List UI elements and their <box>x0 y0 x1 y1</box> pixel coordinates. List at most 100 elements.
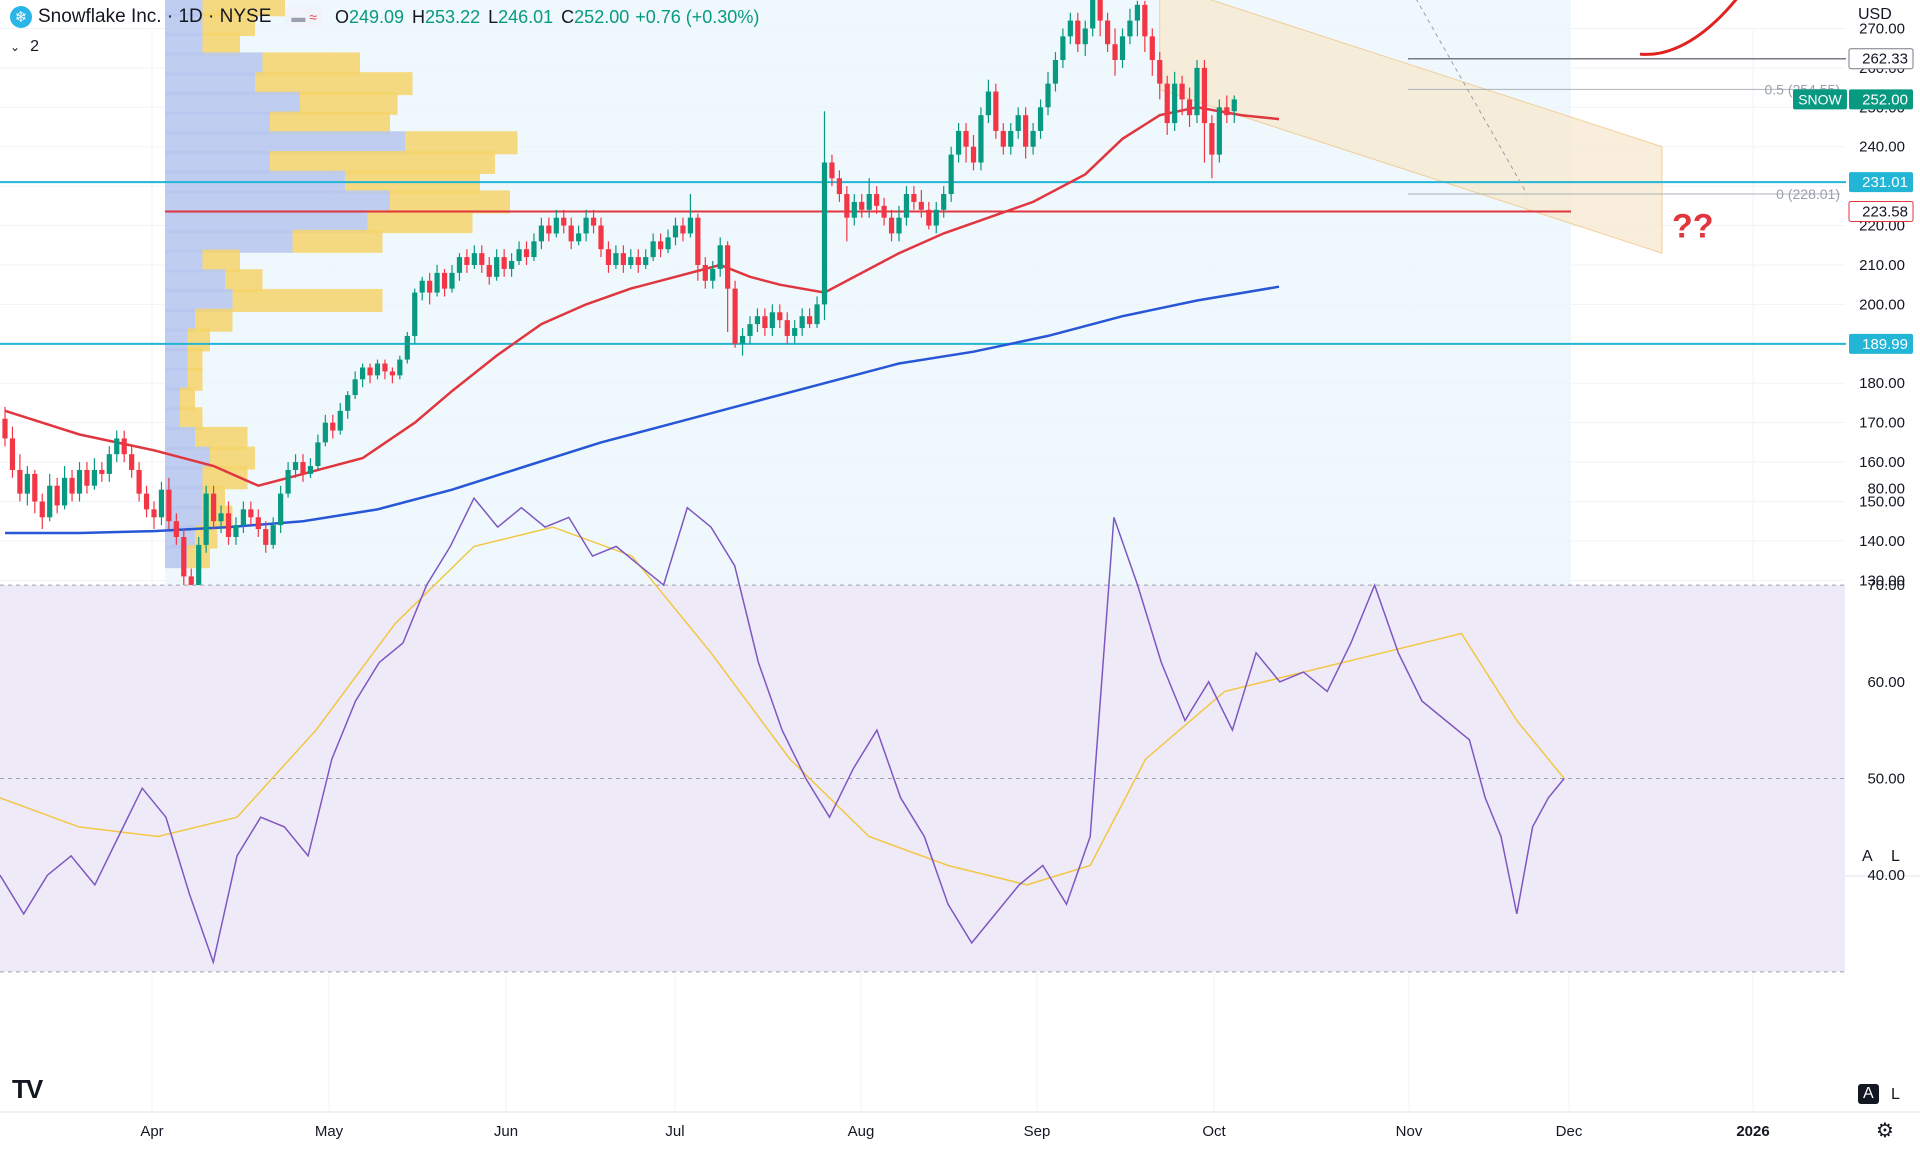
candle-body <box>1164 83 1170 124</box>
candle-body <box>523 249 530 258</box>
candle-body <box>1201 67 1208 124</box>
change-value: +0.76 (+0.30%) <box>635 6 760 27</box>
candle <box>1030 123 1036 155</box>
candle-body <box>680 225 686 234</box>
candle <box>851 194 857 226</box>
low-value: 246.01 <box>498 6 554 27</box>
volume-profile-up-bar <box>165 32 203 56</box>
time-tick-label: Jul <box>665 1123 684 1140</box>
symbol-title[interactable]: Snowflake Inc. · 1D · NYSE <box>38 6 272 27</box>
candle <box>687 194 693 238</box>
candle-body <box>1008 130 1014 147</box>
candle <box>84 462 90 494</box>
candle-body <box>911 194 917 202</box>
candle-body <box>1015 115 1021 131</box>
candle <box>121 430 127 463</box>
candle <box>1023 107 1029 159</box>
candle-body <box>374 363 381 376</box>
candle-body <box>836 178 842 195</box>
candle-body <box>143 493 150 510</box>
candle <box>658 233 664 258</box>
time-tick-label: Apr <box>140 1123 163 1140</box>
time-tick-label: Jun <box>494 1123 518 1140</box>
candle-body <box>404 335 410 360</box>
candle-body <box>419 280 425 293</box>
currency-label[interactable]: USD <box>1858 6 1892 23</box>
candle-body <box>1037 107 1044 131</box>
candle <box>1164 75 1170 135</box>
candle-body <box>114 438 120 455</box>
auto-scale-button[interactable]: A <box>1862 848 1873 865</box>
candle <box>859 194 865 218</box>
candle <box>1082 20 1088 57</box>
candle-body <box>248 509 254 518</box>
volume-profile-down-bar <box>300 91 398 115</box>
chevron-down-icon: ⌄ <box>10 40 21 54</box>
candle-body <box>762 316 768 329</box>
candle-body <box>702 264 708 281</box>
candle <box>732 280 738 348</box>
volume-profile-down-bar <box>202 0 285 17</box>
candle-body <box>427 280 433 293</box>
candle-body <box>181 536 187 577</box>
candle <box>1209 115 1215 179</box>
time-tick-label: Sep <box>1024 1123 1051 1140</box>
candle <box>114 430 120 463</box>
candle-body <box>158 489 165 518</box>
candle-body <box>970 146 977 163</box>
rsi-tick-label: 60.00 <box>1867 674 1905 691</box>
candle <box>382 359 388 380</box>
indicator-toggle[interactable]: ⌄ 2 <box>10 36 39 58</box>
candle <box>1105 12 1111 53</box>
candle-body <box>456 257 463 273</box>
rsi-auto-scale-button[interactable]: A <box>1858 1084 1879 1104</box>
candle <box>829 154 835 187</box>
candle <box>352 371 358 400</box>
candle-body <box>1179 83 1185 100</box>
volume-profile-down-bar <box>195 308 233 332</box>
candle <box>1134 0 1140 37</box>
candle <box>158 481 165 526</box>
candle <box>1231 95 1237 124</box>
log-scale-button[interactable]: L <box>1891 848 1900 865</box>
tradingview-logo[interactable]: TV <box>12 1074 43 1104</box>
close-value: 252.00 <box>574 6 630 27</box>
candle <box>47 473 53 522</box>
volume-profile-up-bar <box>165 348 188 372</box>
candle-body <box>315 442 321 467</box>
gear-icon[interactable]: ⚙ <box>1876 1120 1894 1142</box>
candle <box>225 501 232 545</box>
rsi-log-scale-button[interactable]: L <box>1891 1086 1900 1103</box>
candle <box>218 505 224 534</box>
candle-body <box>1172 83 1178 124</box>
candle <box>523 241 530 265</box>
candle <box>605 241 612 273</box>
candle-body <box>166 489 172 522</box>
candle-body <box>1149 36 1155 60</box>
candle-body <box>613 253 619 265</box>
candle-body <box>501 257 507 269</box>
candle <box>345 391 351 419</box>
volume-profile-down-bar <box>202 466 248 490</box>
candle <box>970 134 977 171</box>
candle <box>471 245 477 269</box>
symbol-badge-label: SNOW <box>1798 91 1842 107</box>
chart-style-toggle[interactable]: ▬ ≈ <box>285 7 323 27</box>
candle <box>240 501 246 534</box>
candle <box>181 529 187 589</box>
candle-body <box>360 367 366 380</box>
candle <box>1112 28 1118 76</box>
candle <box>702 257 708 289</box>
candle-body <box>382 363 388 372</box>
candle <box>665 229 671 254</box>
candle-body <box>769 312 775 329</box>
candle-body <box>844 194 850 218</box>
candle <box>1052 52 1059 92</box>
candle-body <box>106 454 112 474</box>
candle <box>903 186 910 226</box>
candle-body <box>941 194 947 210</box>
volume-profile-down-bar <box>180 387 195 411</box>
candle-body <box>367 367 373 376</box>
candle-body <box>99 469 105 474</box>
